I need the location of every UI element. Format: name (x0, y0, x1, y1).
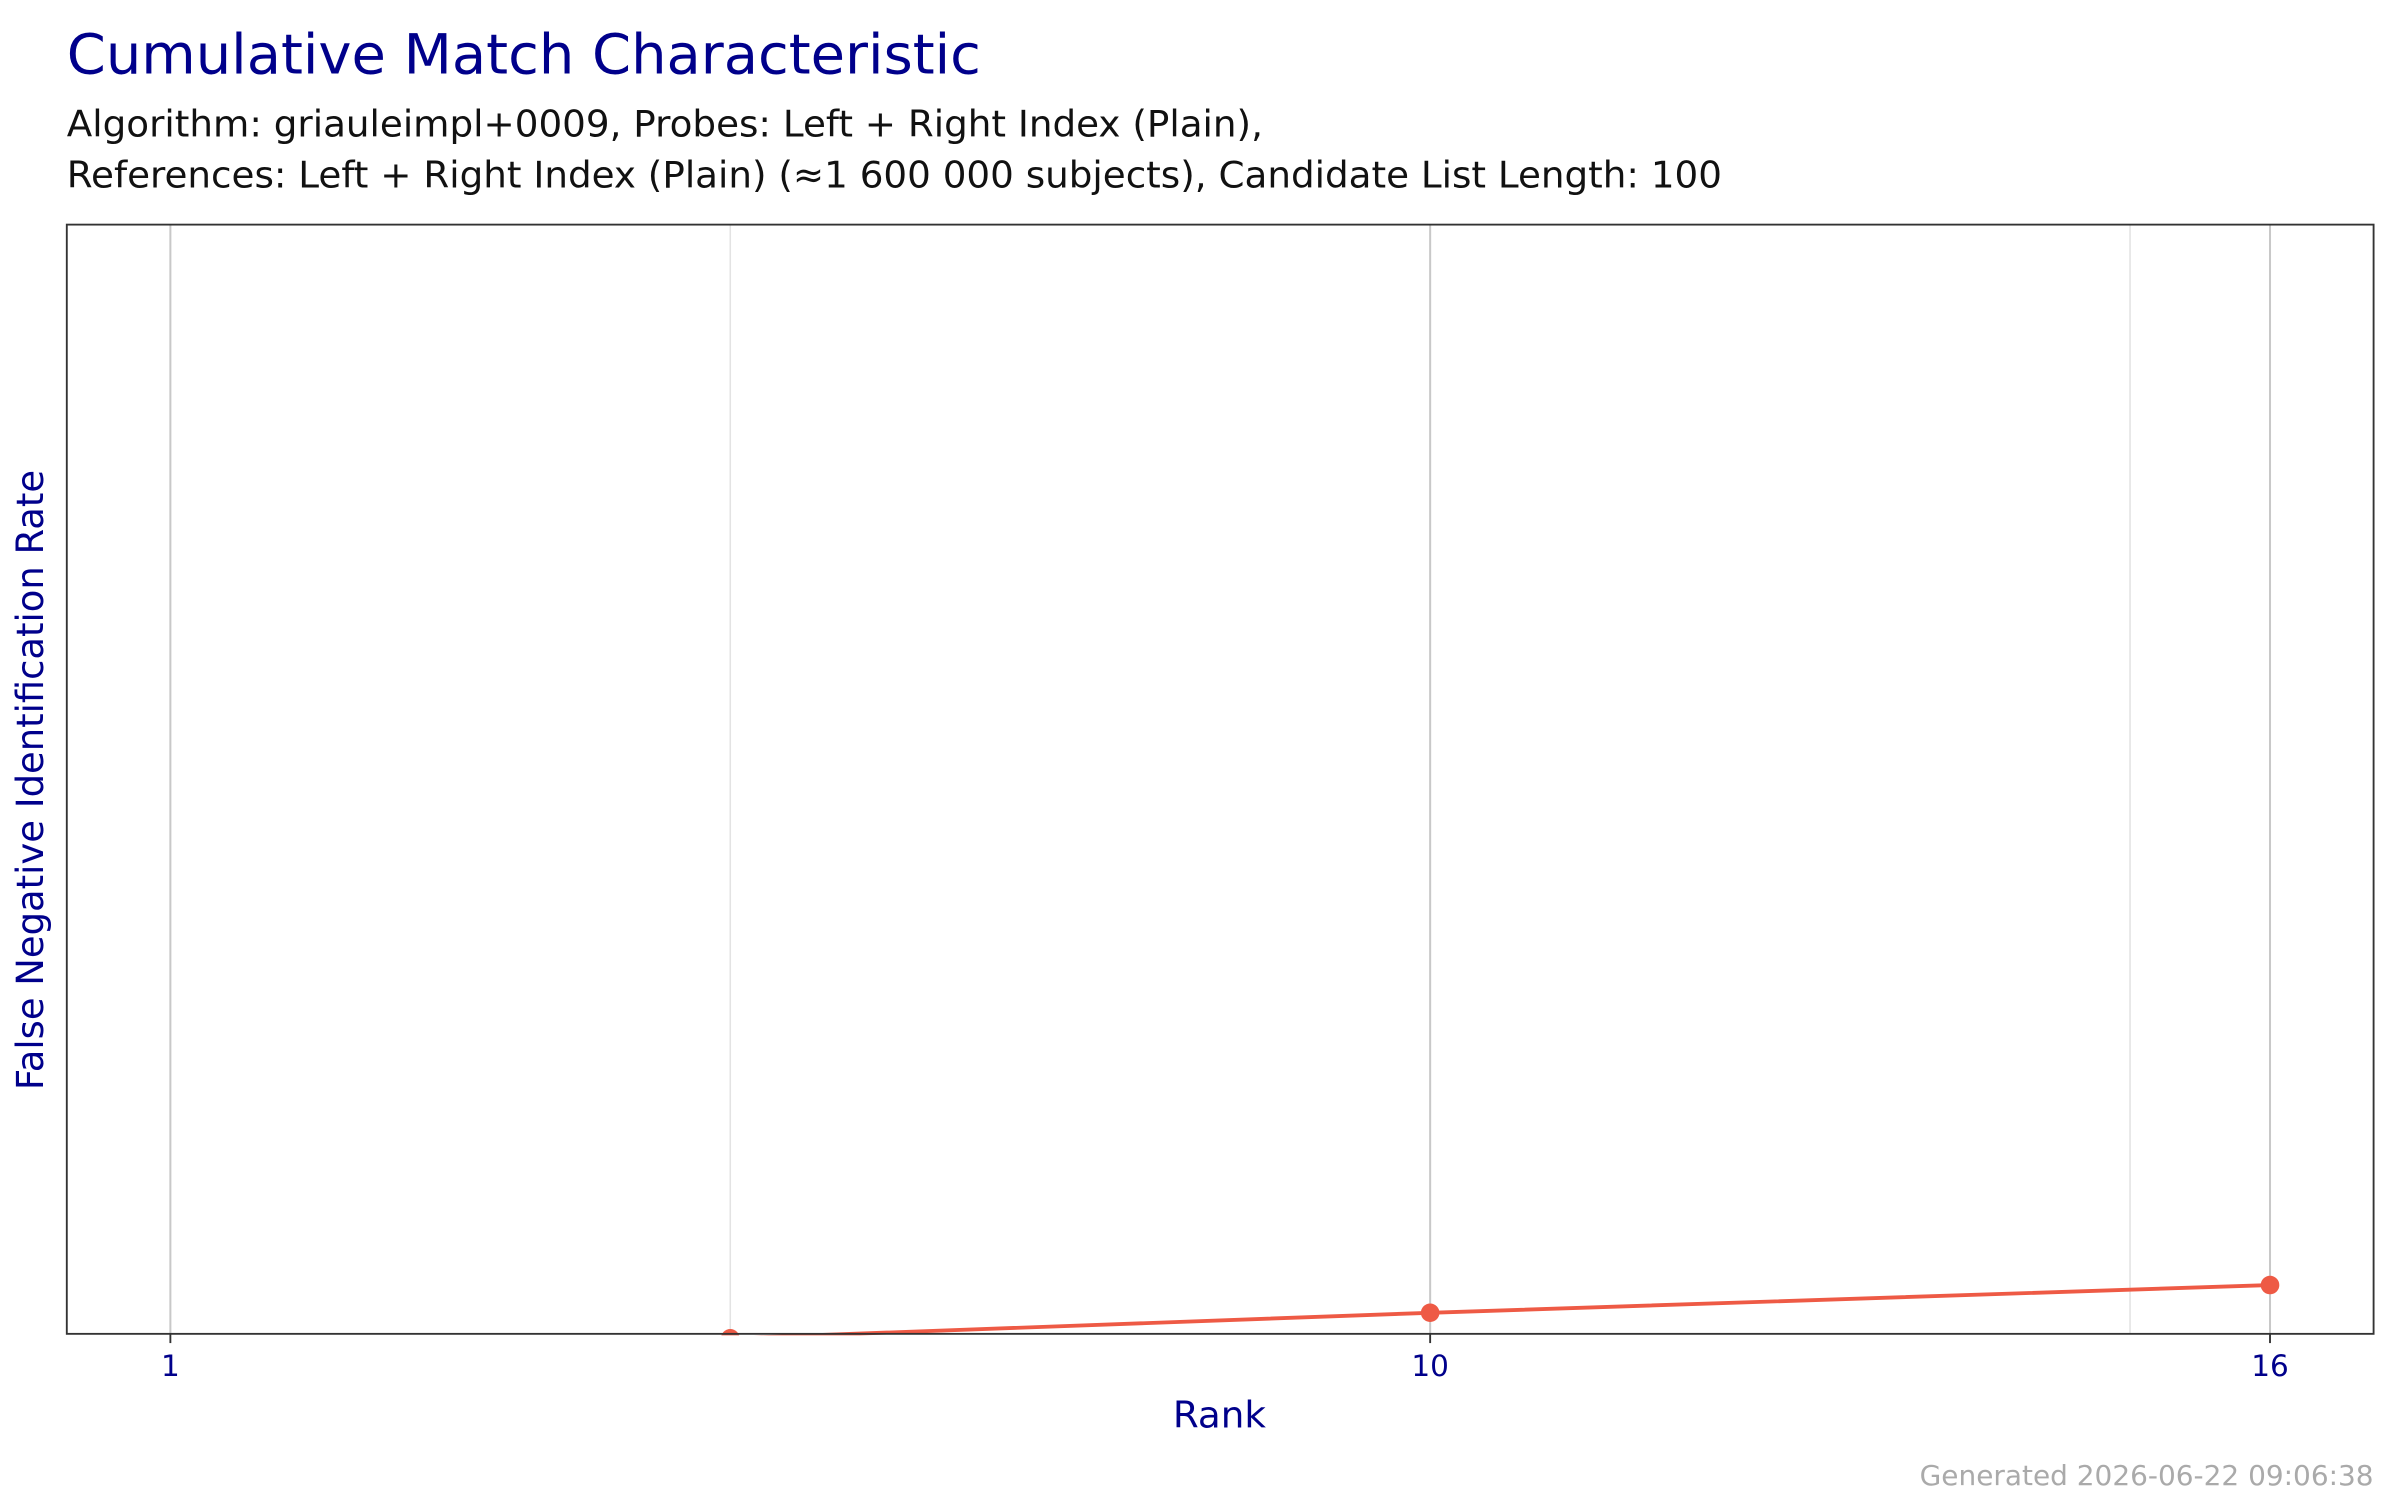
subtitle: References: Left + Right Index (Plain) (… (67, 154, 1722, 197)
point (1420, 1303, 1440, 1323)
footer: Generated 2026-06-22 09:06:38 (1920, 1459, 2374, 1492)
point (2260, 1275, 2280, 1295)
point (721, 1329, 740, 1336)
x-axis: 1 10 16 (161, 1333, 2289, 1383)
x-tick-label: 16 (2251, 1349, 2289, 1383)
plot-area (721, 1275, 2280, 1336)
grid (169, 224, 2272, 1334)
chart-title: Cumulative Match Characteristic (67, 23, 981, 88)
y-axis-label: False Negative Identification Rate (9, 470, 52, 1090)
x-tick-label: 10 (1411, 1349, 1449, 1383)
x-axis-label: Rank (1173, 1394, 1267, 1437)
line (757, 1283, 2271, 1336)
panel-border (65, 223, 2375, 1335)
x-tick-label: 1 (161, 1349, 180, 1383)
subtitle: Algorithm: griauleimpl+0009, Probes: Lef… (67, 103, 1263, 146)
